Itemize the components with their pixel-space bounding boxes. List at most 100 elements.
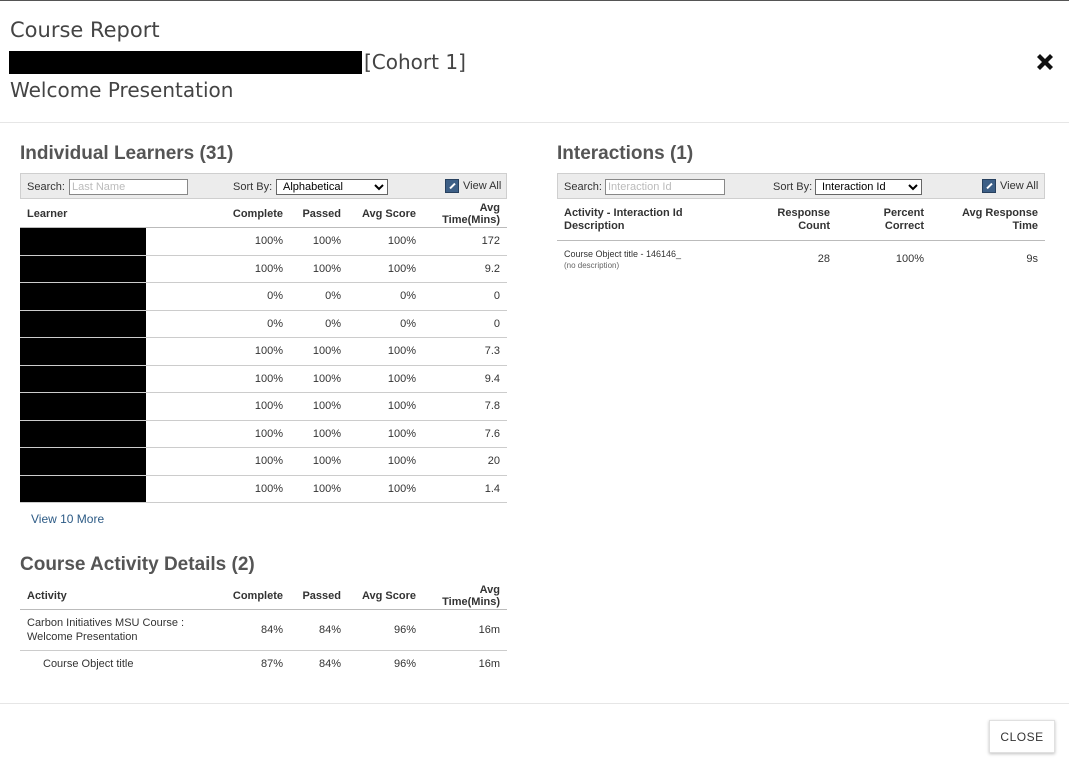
- learners-search-label: Search:: [27, 181, 65, 193]
- redacted-learner-name: [20, 310, 146, 338]
- cell-score: 100%: [348, 475, 423, 503]
- footer-divider: [0, 703, 1069, 704]
- col-activity-interaction-line1: Activity - Interaction Id: [564, 207, 683, 219]
- interaction-search-input[interactable]: [605, 179, 725, 195]
- cell-score: 100%: [348, 337, 423, 366]
- learners-title: Individual Learners (31): [20, 143, 234, 164]
- col-percent-correct[interactable]: Percent Correct: [837, 200, 931, 241]
- view-all-icon: [445, 179, 459, 193]
- cell-time: 9.4: [423, 365, 507, 393]
- col-avg-time[interactable]: Avg Time(Mins): [423, 582, 507, 610]
- learners-table: Learner Complete Passed Avg Score Avg Ti…: [20, 200, 507, 503]
- table-row[interactable]: Carbon Initiatives MSU Course : Welcome …: [20, 609, 507, 651]
- redacted-learner-name: [20, 255, 146, 283]
- col-passed[interactable]: Passed: [290, 200, 348, 228]
- cell-activity-name: Carbon Initiatives MSU Course : Welcome …: [20, 609, 212, 651]
- col-learner[interactable]: Learner: [20, 200, 146, 228]
- col-response-count-line2: Count: [798, 220, 830, 232]
- cell-score: 100%: [348, 365, 423, 393]
- cell-passed: 100%: [290, 337, 348, 366]
- redacted-learner-name: [20, 420, 146, 448]
- learners-view-all-button[interactable]: View All: [445, 179, 501, 193]
- redacted-learner-name: [20, 282, 146, 311]
- cell-time: 9.2: [423, 255, 507, 283]
- col-avg-score[interactable]: Avg Score: [348, 200, 423, 228]
- cell-complete: 100%: [146, 227, 290, 256]
- cell-time: 0: [423, 310, 507, 338]
- learner-search-input[interactable]: [69, 179, 188, 195]
- learners-toolbar: Search: Sort By: Alphabetical View All: [20, 173, 507, 199]
- col-avg-response-time-line1: Avg Response: [961, 207, 1038, 219]
- col-avg-response-time[interactable]: Avg Response Time: [931, 200, 1045, 241]
- cell-score: 96%: [393, 658, 416, 671]
- cell-passed: 0%: [290, 282, 348, 311]
- cohort-label: [Cohort 1]: [364, 50, 466, 74]
- redacted-course-name: [9, 50, 362, 74]
- cell-response-count: 28: [817, 253, 830, 265]
- table-row[interactable]: 0% 0% 0% 0: [20, 282, 507, 311]
- col-passed[interactable]: Passed: [290, 582, 348, 610]
- table-row[interactable]: Course Object title - 146146_ (no descri…: [557, 241, 1045, 278]
- table-row[interactable]: 100% 100% 100% 7.6: [20, 420, 507, 448]
- cell-avg-response-time: 9s: [1026, 253, 1038, 265]
- col-activity[interactable]: Activity: [20, 582, 212, 610]
- col-response-count-line1: Response: [777, 207, 830, 219]
- col-activity-interaction[interactable]: Activity - Interaction Id Description: [557, 200, 747, 241]
- cell-complete: 100%: [146, 475, 290, 503]
- learners-sort-select[interactable]: Alphabetical: [276, 179, 388, 195]
- close-button[interactable]: CLOSE: [989, 720, 1055, 753]
- cell-complete: 100%: [146, 447, 290, 476]
- close-icon[interactable]: [1033, 50, 1057, 74]
- redacted-learner-name: [20, 337, 146, 366]
- table-row[interactable]: 100% 100% 100% 7.3: [20, 337, 507, 366]
- table-row[interactable]: 100% 100% 100% 1.4: [20, 475, 507, 503]
- table-row[interactable]: 0% 0% 0% 0: [20, 310, 507, 338]
- col-avg-time[interactable]: Avg Time(Mins): [423, 200, 507, 228]
- cell-interaction: Course Object title - 146146_ (no descri…: [557, 241, 747, 278]
- interactions-view-all-button[interactable]: View All: [982, 179, 1038, 193]
- redacted-learner-name: [20, 392, 146, 421]
- cell-passed: 84%: [318, 658, 341, 671]
- cell-score: 96%: [348, 609, 423, 651]
- cell-passed: 100%: [290, 420, 348, 448]
- redacted-learner-name: [20, 365, 146, 393]
- col-complete[interactable]: Complete: [146, 200, 290, 228]
- cell-score: 0%: [348, 310, 423, 338]
- table-row[interactable]: 100% 100% 100% 9.4: [20, 365, 507, 393]
- activity-title: Course Activity Details (2): [20, 554, 255, 575]
- redacted-learner-name: [20, 475, 146, 503]
- table-row[interactable]: 100% 100% 100% 9.2: [20, 255, 507, 283]
- table-row[interactable]: Course Object title 87% 84% 96% 16m: [20, 651, 507, 678]
- interactions-sort-label: Sort By:: [773, 181, 813, 193]
- col-complete[interactable]: Complete: [212, 582, 290, 610]
- col-response-count[interactable]: Response Count: [747, 200, 837, 241]
- cell-passed: 100%: [290, 255, 348, 283]
- redacted-learner-name: [20, 447, 146, 476]
- cell-score: 100%: [348, 392, 423, 421]
- col-avg-score[interactable]: Avg Score: [348, 582, 423, 610]
- cell-complete: 100%: [146, 392, 290, 421]
- cell-passed: 100%: [290, 227, 348, 256]
- view-more-link[interactable]: View 10 More: [31, 512, 105, 526]
- cell-percent-correct: 100%: [895, 253, 924, 265]
- cell-score: 100%: [348, 447, 423, 476]
- cell-time: 1.4: [423, 475, 507, 503]
- table-row[interactable]: 100% 100% 100% 7.8: [20, 392, 507, 421]
- col-activity-interaction-line2: Description: [564, 220, 625, 232]
- cell-complete: 0%: [146, 310, 290, 338]
- interactions-sort-select[interactable]: Interaction Id: [815, 179, 922, 195]
- interactions-view-all-label: View All: [1000, 180, 1039, 192]
- cell-time: 7.3: [423, 337, 507, 366]
- cell-score: 100%: [348, 227, 423, 256]
- interaction-name: Course Object title - 146146_: [564, 248, 682, 259]
- table-row[interactable]: 100% 100% 100% 172: [20, 227, 507, 256]
- cell-score: 100%: [348, 255, 423, 283]
- cell-time: 16m: [423, 609, 507, 651]
- cell-time: 16m: [478, 658, 500, 671]
- table-row[interactable]: 100% 100% 100% 20: [20, 447, 507, 476]
- cell-complete: 0%: [146, 282, 290, 311]
- cell-time: 172: [423, 227, 507, 256]
- cell-time: 7.6: [423, 420, 507, 448]
- cell-complete: 100%: [146, 255, 290, 283]
- cell-complete: 84%: [212, 609, 290, 651]
